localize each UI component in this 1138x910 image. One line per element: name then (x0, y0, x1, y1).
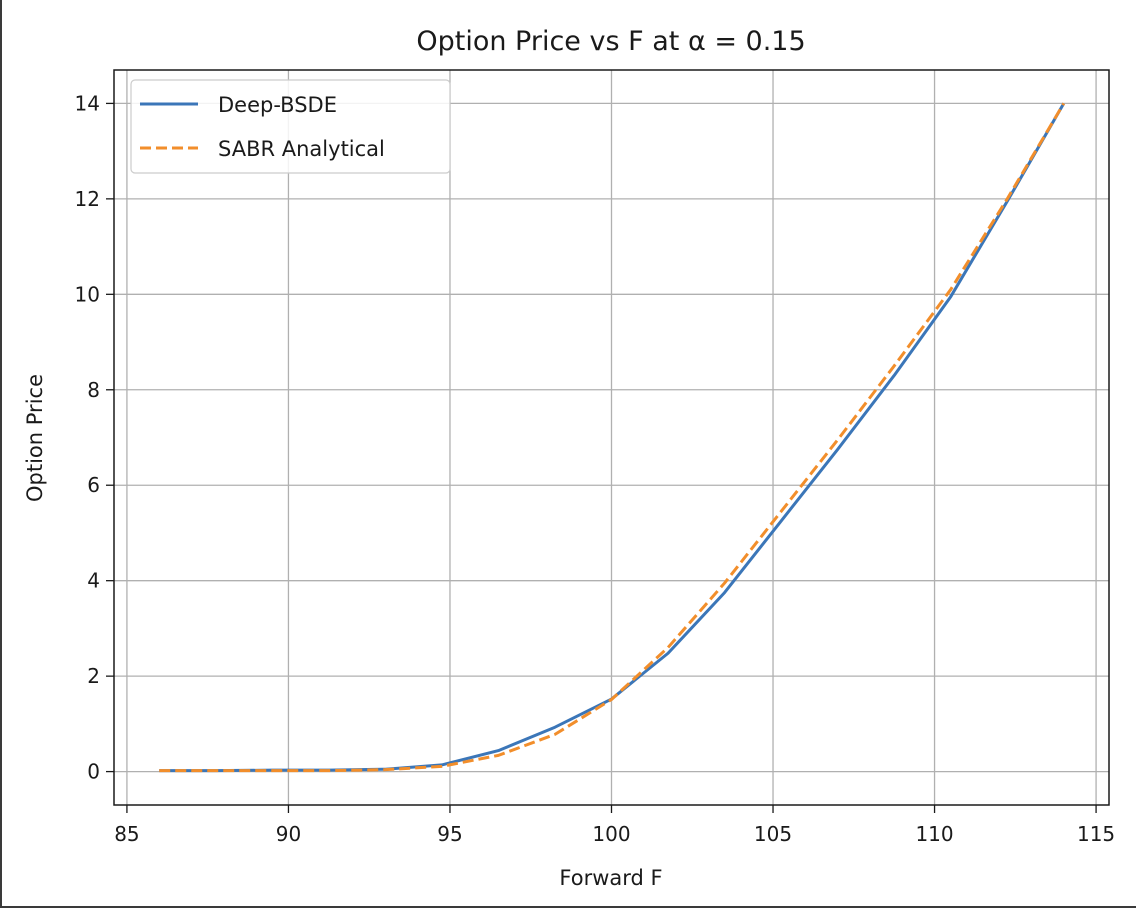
legend-label: SABR Analytical (218, 137, 385, 161)
y-tick-label: 4 (87, 569, 100, 593)
x-axis-label: Forward F (559, 866, 662, 890)
legend: Deep-BSDE SABR Analytical (130, 79, 451, 174)
y-tick: 2 (87, 664, 114, 688)
y-tick-label: 2 (87, 664, 100, 688)
y-axis-ticks: 0 2 4 6 8 10 12 14 (75, 91, 114, 784)
series-line-sabr-analytical (159, 102, 1066, 773)
x-tick-label: 115 (1077, 822, 1115, 846)
x-tick: 105 (754, 805, 792, 846)
y-tick-label: 0 (87, 760, 100, 784)
x-tick-label: 100 (592, 822, 630, 846)
y-tick-label: 10 (75, 282, 100, 306)
y-tick-label: 6 (87, 473, 100, 497)
y-tick: 14 (75, 91, 114, 115)
x-tick-label: 95 (437, 822, 462, 846)
y-tick-label: 12 (75, 187, 100, 211)
y-tick: 4 (87, 569, 114, 593)
x-tick: 90 (276, 805, 301, 846)
x-tick: 85 (114, 805, 140, 846)
y-tick: 12 (75, 187, 114, 211)
x-tick: 100 (592, 805, 631, 846)
y-axis-label: Option Price (23, 374, 47, 502)
series-layer (159, 102, 1066, 773)
legend-item: SABR Analytical (140, 137, 385, 161)
x-tick-label: 110 (915, 822, 953, 846)
x-axis-ticks: 85 90 95 100 105 110 115 (114, 805, 1115, 846)
legend-box (130, 79, 451, 174)
x-tick-label: 85 (114, 822, 139, 846)
y-tick: 8 (87, 378, 114, 402)
y-tick-label: 8 (87, 378, 100, 402)
x-tick-label: 90 (276, 822, 301, 846)
x-tick-label: 105 (754, 822, 792, 846)
y-tick: 10 (75, 282, 114, 306)
y-tick: 6 (87, 473, 114, 497)
x-tick: 95 (437, 805, 463, 846)
chart-title: Option Price vs F at α = 0.15 (416, 26, 805, 57)
x-tick: 115 (1077, 805, 1115, 846)
legend-label: Deep-BSDE (218, 93, 337, 117)
y-tick: 0 (87, 760, 114, 784)
grid-lines (114, 70, 1109, 805)
x-tick: 110 (915, 805, 954, 846)
y-tick-label: 14 (75, 91, 100, 115)
legend-item: Deep-BSDE (140, 93, 337, 117)
